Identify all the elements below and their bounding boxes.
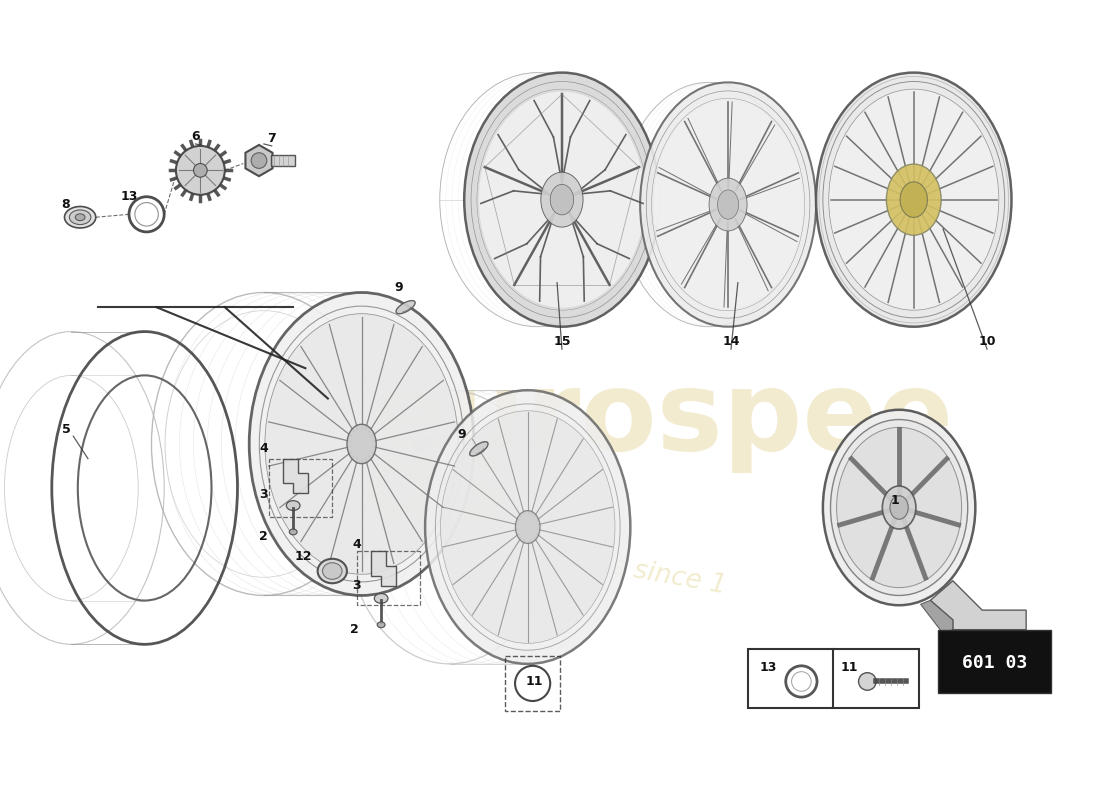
Text: 7: 7 — [267, 131, 276, 145]
Ellipse shape — [322, 562, 342, 579]
Ellipse shape — [823, 410, 976, 606]
Text: 10: 10 — [978, 335, 996, 348]
Ellipse shape — [464, 73, 660, 326]
Text: 3: 3 — [352, 579, 361, 592]
Ellipse shape — [890, 496, 909, 519]
Ellipse shape — [75, 214, 85, 221]
Bar — [356, 551, 420, 606]
Circle shape — [194, 163, 207, 177]
Ellipse shape — [887, 164, 942, 235]
Ellipse shape — [470, 442, 488, 456]
Ellipse shape — [717, 190, 738, 219]
Ellipse shape — [541, 172, 583, 227]
Text: 15: 15 — [553, 335, 571, 348]
Ellipse shape — [816, 73, 1012, 326]
Circle shape — [859, 673, 876, 690]
Ellipse shape — [900, 182, 927, 218]
Ellipse shape — [286, 501, 300, 510]
Ellipse shape — [65, 206, 96, 228]
Text: 2: 2 — [260, 530, 268, 543]
Ellipse shape — [318, 559, 346, 583]
Text: 9: 9 — [395, 281, 403, 294]
Ellipse shape — [478, 92, 645, 308]
Text: 601 03: 601 03 — [961, 654, 1027, 672]
Polygon shape — [372, 551, 396, 586]
Ellipse shape — [440, 410, 615, 643]
Bar — [505, 656, 560, 710]
Ellipse shape — [828, 89, 999, 310]
Text: 11: 11 — [526, 675, 543, 688]
Ellipse shape — [250, 293, 474, 595]
Circle shape — [251, 153, 267, 168]
Text: 6: 6 — [191, 130, 200, 142]
Polygon shape — [284, 458, 308, 493]
Polygon shape — [245, 145, 273, 176]
Ellipse shape — [653, 101, 803, 308]
Ellipse shape — [377, 622, 385, 628]
Text: 4: 4 — [260, 442, 268, 455]
Text: 8: 8 — [62, 198, 69, 211]
Ellipse shape — [882, 486, 916, 529]
Text: a passion for parts since 1: a passion for parts since 1 — [381, 514, 728, 599]
Polygon shape — [931, 581, 1026, 630]
Text: ds: ds — [362, 434, 507, 542]
Ellipse shape — [289, 529, 297, 535]
Polygon shape — [921, 600, 953, 634]
Ellipse shape — [69, 210, 91, 225]
Text: 2: 2 — [351, 623, 359, 636]
Ellipse shape — [550, 185, 574, 215]
Text: 13: 13 — [759, 661, 777, 674]
Text: 3: 3 — [260, 488, 268, 502]
Text: 1: 1 — [891, 494, 900, 507]
Text: 9: 9 — [456, 428, 465, 441]
Text: 13: 13 — [120, 190, 138, 203]
Bar — [748, 650, 918, 708]
Ellipse shape — [830, 419, 968, 595]
Text: 4: 4 — [352, 538, 361, 551]
Text: 5: 5 — [62, 423, 70, 436]
Ellipse shape — [425, 390, 630, 664]
Text: 11: 11 — [842, 661, 858, 674]
Circle shape — [176, 146, 224, 194]
Ellipse shape — [837, 427, 961, 588]
Text: 14: 14 — [723, 335, 740, 348]
Bar — [271, 154, 295, 166]
Ellipse shape — [516, 510, 540, 543]
Ellipse shape — [265, 314, 459, 574]
Text: eurospee: eurospee — [372, 366, 954, 473]
Ellipse shape — [346, 424, 376, 464]
Bar — [938, 630, 1050, 693]
Ellipse shape — [374, 594, 388, 603]
Ellipse shape — [710, 178, 747, 231]
Text: 12: 12 — [294, 550, 311, 563]
Ellipse shape — [640, 82, 816, 326]
Ellipse shape — [396, 301, 415, 314]
Bar — [268, 458, 332, 518]
